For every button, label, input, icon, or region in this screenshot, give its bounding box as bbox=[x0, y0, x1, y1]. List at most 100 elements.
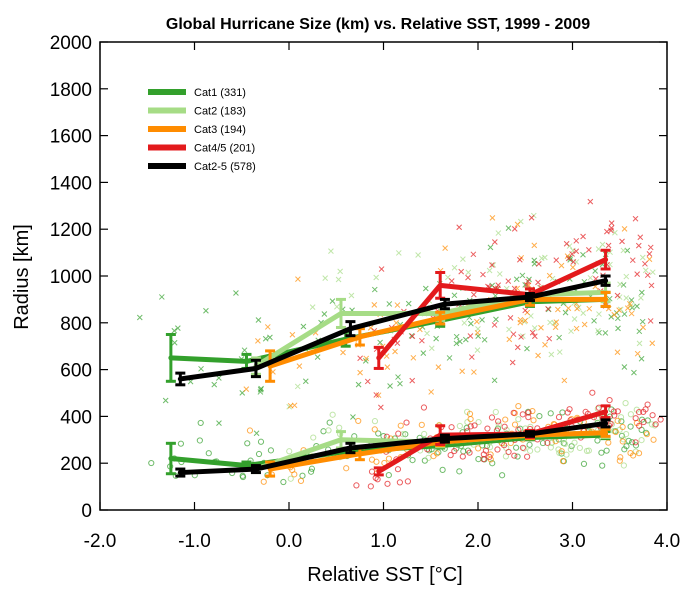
scatter-point-outer bbox=[541, 254, 548, 261]
scatter-point-inner bbox=[456, 468, 463, 475]
scatter-point-outer bbox=[556, 349, 563, 355]
error-bar bbox=[373, 345, 384, 370]
scatter-point-inner bbox=[329, 411, 336, 418]
scatter-point-outer bbox=[621, 226, 628, 232]
scatter-point-outer bbox=[595, 246, 602, 252]
scatter-point-outer bbox=[302, 378, 309, 385]
scatter-point-inner bbox=[649, 412, 656, 419]
scatter-point-outer bbox=[524, 345, 530, 352]
scatter-point-outer bbox=[255, 338, 261, 344]
scatter-point-outer bbox=[506, 326, 512, 333]
scatter-point-outer bbox=[580, 310, 587, 316]
scatter-point-outer bbox=[296, 363, 303, 369]
y-tick-label: 1200 bbox=[50, 220, 92, 241]
scatter-point-inner bbox=[394, 466, 402, 473]
scatter-point-outer bbox=[538, 324, 544, 331]
scatter-point-outer bbox=[487, 244, 494, 251]
scatter-point-inner bbox=[475, 445, 482, 452]
scatter-point-inner bbox=[539, 439, 547, 447]
scatter-point-outer bbox=[322, 275, 329, 282]
error-bar bbox=[373, 466, 384, 477]
scatter-point-inner bbox=[486, 453, 493, 461]
scatter-point-outer bbox=[490, 262, 497, 268]
scatter-point-inner bbox=[605, 439, 612, 446]
scatter-point-outer bbox=[424, 330, 430, 337]
scatter-point-inner bbox=[636, 422, 643, 429]
scatter-point-inner bbox=[603, 447, 610, 454]
scatter-point-outer bbox=[565, 255, 572, 262]
y-tick-label: 1000 bbox=[50, 267, 92, 288]
scatter-point-outer bbox=[216, 420, 222, 427]
scatter-point-outer bbox=[509, 359, 516, 366]
scatter-point-outer bbox=[171, 339, 178, 346]
scatter-point-inner bbox=[515, 403, 522, 410]
scatter-point-outer bbox=[619, 238, 625, 245]
scatter-point-inner bbox=[385, 471, 392, 479]
scatter-point-outer bbox=[519, 333, 526, 339]
scatter-point-inner bbox=[514, 453, 521, 460]
scatter-point-outer bbox=[357, 355, 363, 362]
scatter-point-inner bbox=[563, 451, 570, 458]
scatter-point-inner bbox=[567, 446, 574, 453]
scatter-point-outer bbox=[573, 248, 580, 255]
scatter-point-outer bbox=[565, 305, 572, 312]
scatter-point-outer bbox=[410, 354, 417, 361]
scatter-point-inner bbox=[307, 468, 315, 475]
error-bar bbox=[600, 248, 611, 271]
scatter-point-inner bbox=[286, 448, 293, 455]
scatter-point-outer bbox=[470, 251, 477, 258]
scatter-point-inner bbox=[547, 444, 554, 451]
scatter-point-outer bbox=[453, 333, 460, 340]
legend-label: Cat1 (331) bbox=[194, 87, 246, 99]
scatter-point-inner bbox=[547, 410, 554, 417]
scatter-point-inner bbox=[623, 443, 630, 450]
scatter-point-inner bbox=[467, 415, 474, 423]
scatter-point-inner bbox=[502, 453, 510, 460]
scatter-point-outer bbox=[460, 256, 466, 262]
scatter-point-inner bbox=[651, 422, 658, 429]
y-tick-label: 400 bbox=[60, 407, 92, 428]
scatter-point-inner bbox=[488, 414, 496, 421]
legend-label: Cat2-5 (578) bbox=[194, 161, 256, 173]
scatter-point-outer bbox=[545, 305, 551, 312]
scatter-point-outer bbox=[638, 295, 644, 301]
scatter-point-outer bbox=[453, 340, 460, 347]
scatter-point-outer bbox=[198, 365, 204, 372]
scatter-point-outer bbox=[639, 254, 646, 261]
scatter-point-inner bbox=[606, 397, 613, 404]
scatter-point-outer bbox=[562, 309, 569, 316]
scatter-point-outer bbox=[291, 402, 298, 409]
scatter-point-inner bbox=[299, 472, 306, 479]
scatter-point-inner bbox=[564, 409, 571, 416]
scatter-point-outer bbox=[448, 278, 455, 284]
scatter-point-inner bbox=[657, 416, 664, 423]
scatter-point-inner bbox=[325, 427, 332, 434]
scatter-point-inner bbox=[439, 466, 446, 473]
scatter-point-inner bbox=[640, 408, 647, 416]
scatter-point-inner bbox=[368, 468, 376, 475]
scatter-point-outer bbox=[580, 251, 586, 258]
scatter-point-outer bbox=[629, 257, 636, 264]
scatter-point-outer bbox=[592, 268, 599, 274]
legend-label: Cat3 (194) bbox=[194, 124, 246, 136]
scatter-point-inner bbox=[343, 465, 350, 472]
series-line-outer bbox=[267, 296, 609, 369]
scatter-point-outer bbox=[535, 261, 542, 267]
error-bar bbox=[439, 297, 450, 311]
scatter-point-inner bbox=[495, 421, 502, 428]
x-tick-label: -2.0 bbox=[84, 531, 117, 552]
scatter-point-outer bbox=[233, 290, 239, 296]
scatter-point-outer bbox=[649, 340, 656, 347]
scatter-point-inner bbox=[371, 418, 379, 425]
legend-label: Cat2 (183) bbox=[194, 106, 246, 118]
scatter-point-outer bbox=[648, 282, 655, 289]
scatter-point-outer bbox=[375, 392, 382, 399]
scatter-point-inner bbox=[644, 401, 651, 408]
scatter-point-outer bbox=[435, 364, 442, 371]
x-tick-label: 0.0 bbox=[276, 531, 302, 552]
scatter-point-outer bbox=[395, 374, 401, 380]
scatter-point-outer bbox=[649, 269, 656, 276]
scatter-point-outer bbox=[571, 316, 578, 322]
scatter-point-inner bbox=[287, 475, 294, 482]
scatter-point-outer bbox=[417, 326, 423, 333]
